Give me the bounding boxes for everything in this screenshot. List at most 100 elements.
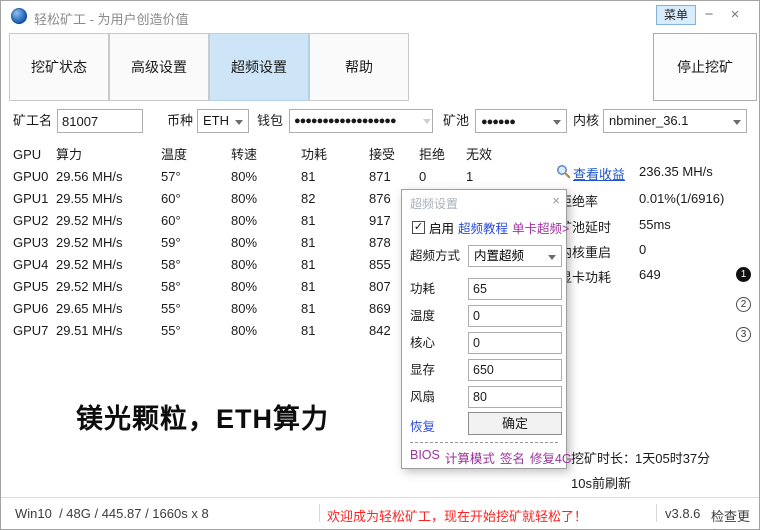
cell: 842	[369, 323, 391, 338]
header-temp: 温度	[161, 147, 188, 162]
core-clock-input[interactable]	[468, 332, 562, 354]
gpu-table: GPU 算力 温度 转速 功耗 接受 拒绝 无效 GPU0 29.56 MH/s 5…	[9, 144, 557, 364]
version-text: v3.8.6	[665, 506, 701, 521]
cell: 60°	[161, 213, 181, 228]
cell: 82	[301, 191, 316, 206]
table-row: GPU3 29.52 MH/s 59° 80% 81 878	[9, 232, 557, 254]
chevron-down-icon	[235, 120, 243, 125]
coin-label: 币种	[167, 113, 194, 128]
page-dot-1[interactable]: 1	[736, 267, 751, 282]
cell: 29.52 MH/s	[56, 235, 123, 250]
header-invalid: 无效	[466, 147, 493, 162]
table-row: GPU0 29.56 MH/s 57° 80% 81 871 0 1	[9, 166, 557, 188]
annotation-text: 镁光颗粒，ETH算力	[76, 404, 329, 434]
overclock-tutorial-link[interactable]: 超频教程	[458, 222, 509, 236]
cell: GPU0	[13, 169, 49, 184]
magnifier-icon[interactable]	[556, 164, 571, 179]
cell: 29.51 MH/s	[56, 323, 123, 338]
cell	[9, 342, 52, 364]
header-fan: 转速	[231, 147, 258, 162]
cell: 58°	[161, 279, 181, 294]
cell: 29.56 MH/s	[56, 169, 123, 184]
kernel-select-value: nbminer_36.1	[609, 113, 689, 128]
chevron-down-icon	[548, 255, 556, 260]
cell: 55°	[161, 323, 181, 338]
welcome-message: 欢迎成为轻松矿工，现在开始挖矿就轻松了！	[327, 509, 588, 524]
reject-rate-label: 拒绝率	[559, 194, 599, 209]
overclock-mode-label: 超频方式	[410, 249, 461, 263]
sign-link[interactable]: 签名	[499, 452, 525, 466]
cell: 871	[369, 169, 391, 184]
close-icon[interactable]: ×	[730, 6, 740, 23]
menu-button[interactable]: 菜单	[656, 5, 696, 25]
cell: 878	[369, 235, 391, 250]
header-rejected: 拒绝	[419, 147, 446, 162]
cell: 80%	[231, 323, 258, 338]
window-title: 轻松矿工 - 为用户创造价值	[34, 12, 189, 27]
temp-limit-input[interactable]	[468, 305, 562, 327]
kernel-select[interactable]: nbminer_36.1	[603, 109, 747, 133]
fix-4g-link[interactable]: 修复4G	[529, 452, 572, 466]
title-bar: 轻松矿工 - 为用户创造价值 菜单 − ×	[1, 1, 759, 31]
page-dot-2[interactable]: 2	[736, 297, 751, 312]
view-profit-link[interactable]: 查看收益	[573, 167, 626, 182]
mem-clock-label: 显存	[410, 363, 436, 377]
compute-mode-link[interactable]: 计算模式	[444, 452, 495, 466]
cell: 80%	[231, 235, 258, 250]
app-logo-icon	[11, 8, 27, 24]
coin-select[interactable]: ETH	[197, 109, 249, 133]
coin-select-value: ETH	[203, 113, 229, 128]
cell: GPU3	[13, 235, 49, 250]
power-limit-input[interactable]	[468, 278, 562, 300]
divider	[656, 504, 657, 522]
check-update-link[interactable]: 检查更新	[711, 509, 751, 529]
dialog-close-icon[interactable]: ×	[552, 193, 560, 208]
cell: 1	[466, 169, 474, 184]
page-dot-3[interactable]: 3	[736, 327, 751, 342]
miner-name-input[interactable]	[57, 109, 143, 133]
chevron-down-icon	[733, 120, 741, 125]
enable-label: 启用	[429, 222, 455, 236]
total-hashrate-value: 236.35 MH/s	[639, 164, 713, 179]
cell: 917	[369, 213, 391, 228]
table-row: GPU1 29.55 MH/s 60° 80% 82 876	[9, 188, 557, 210]
bios-link[interactable]: BIOS	[410, 448, 440, 462]
stop-mining-button[interactable]: 停止挖矿	[653, 33, 757, 101]
wallet-reveal-icon[interactable]	[423, 119, 431, 124]
cell: 81	[301, 323, 316, 338]
cell: 80%	[231, 279, 258, 294]
cell: 59°	[161, 235, 181, 250]
mem-clock-input[interactable]	[468, 359, 562, 381]
miner-name-label: 矿工名	[13, 113, 53, 128]
cell: 29.65 MH/s	[56, 301, 123, 316]
per-card-overclock-link[interactable]: 单卡超频>	[512, 222, 570, 236]
restore-link[interactable]: 恢复	[410, 420, 436, 434]
cell: 80%	[231, 191, 258, 206]
minimize-icon[interactable]: −	[704, 6, 714, 23]
tab-advanced-settings[interactable]: 高级设置	[109, 33, 209, 101]
enable-checkbox[interactable]: ✓	[412, 221, 425, 234]
pool-latency-value: 55ms	[639, 217, 671, 232]
cell: 855	[369, 257, 391, 272]
tab-help[interactable]: 帮助	[309, 33, 409, 101]
table-header-row: GPU 算力 温度 转速 功耗 接受 拒绝 无效	[9, 144, 557, 166]
overclock-mode-select[interactable]: 内置超频	[468, 245, 562, 267]
cell: 55°	[161, 301, 181, 316]
kernel-label: 内核	[573, 113, 600, 128]
cell: 80%	[231, 257, 258, 272]
ok-button[interactable]: 确定	[468, 412, 562, 435]
power-limit-label: 功耗	[410, 282, 436, 296]
divider	[410, 442, 558, 443]
fan-speed-input[interactable]	[468, 386, 562, 408]
tab-overclock-settings[interactable]: 超频设置	[209, 33, 309, 101]
tab-mining-status[interactable]: 挖矿状态	[9, 33, 109, 101]
wallet-input[interactable]	[289, 109, 433, 133]
cell: 29.52 MH/s	[56, 213, 123, 228]
dialog-footer-links: BIOS 计算模式 签名 修复4G	[410, 448, 572, 467]
pool-select[interactable]: ●●●●●●	[475, 109, 567, 133]
cell: 80%	[231, 213, 258, 228]
core-clock-label: 核心	[410, 336, 436, 350]
pool-select-value: ●●●●●●	[481, 116, 516, 128]
cell: 29.55 MH/s	[56, 191, 123, 206]
